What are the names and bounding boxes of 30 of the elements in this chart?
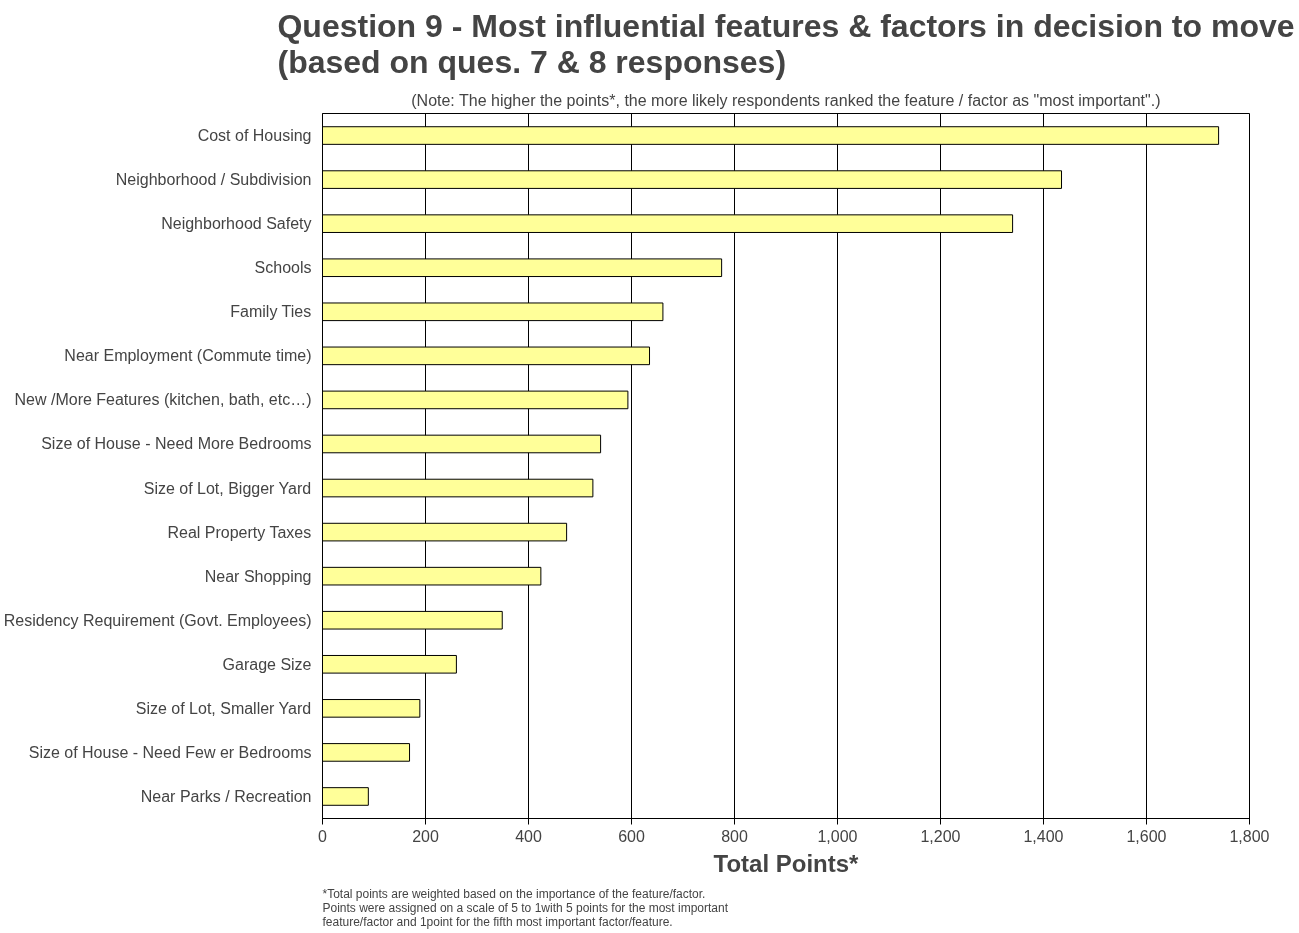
x-tick-label: 800 — [721, 827, 748, 845]
x-tick-label: 1,200 — [920, 827, 961, 845]
x-tick-label: 200 — [412, 827, 439, 845]
y-tick-label: Near Parks / Recreation — [140, 787, 312, 805]
y-tick-label: Family Ties — [230, 303, 312, 321]
chart-subtitle: (Note: The higher the points*, the more likely respondents ranked the feature / factor as "most important".) — [411, 91, 1161, 109]
x-tick-label: 1,800 — [1229, 827, 1270, 845]
x-tick-label: 1,600 — [1126, 827, 1167, 845]
y-tick-label: Size of House - Need More Bedrooms — [41, 435, 312, 453]
x-tick-label: 0 — [318, 827, 328, 845]
y-tick-label: New /More Features (kitchen, bath, etc…) — [14, 391, 312, 409]
y-tick-label: Schools — [254, 259, 312, 277]
y-tick-label: Neighborhood / Subdivision — [115, 171, 312, 189]
y-tick-label: Size of Lot, Smaller Yard — [135, 699, 312, 717]
y-tick-label: Garage Size — [222, 655, 312, 673]
x-tick-label: 400 — [515, 827, 542, 845]
chart-title: Question 9 - Most influential features & factors in decision to move (based on ques. 7 & 8 responses) — [277, 7, 1295, 80]
y-tick-label: Size of Lot, Bigger Yard — [143, 479, 312, 497]
y-tick-label: Near Shopping — [204, 567, 312, 585]
y-tick-label: Cost of Housing — [197, 127, 312, 145]
x-axis-title: Total Points* — [713, 849, 860, 877]
y-tick-label: Residency Requirement (Govt. Employees) — [3, 611, 312, 629]
x-tick-label: 1,400 — [1023, 827, 1064, 845]
x-tick-label: 600 — [618, 827, 645, 845]
y-tick-label: Real Property Taxes — [167, 523, 312, 541]
y-tick-label: Near Employment (Commute time) — [64, 347, 312, 365]
y-tick-label: Size of House - Need Few er Bedrooms — [28, 743, 312, 761]
x-tick-label: 1,000 — [817, 827, 858, 845]
y-tick-label: Neighborhood Safety — [161, 215, 312, 233]
text: *Total points are weighted based on the importance of the feature/factor. Points were assigned on a scale of 5 to 1with 5 points for the most important feature/factor and 1point for the fifth most important factor/feature. — [322, 886, 729, 929]
